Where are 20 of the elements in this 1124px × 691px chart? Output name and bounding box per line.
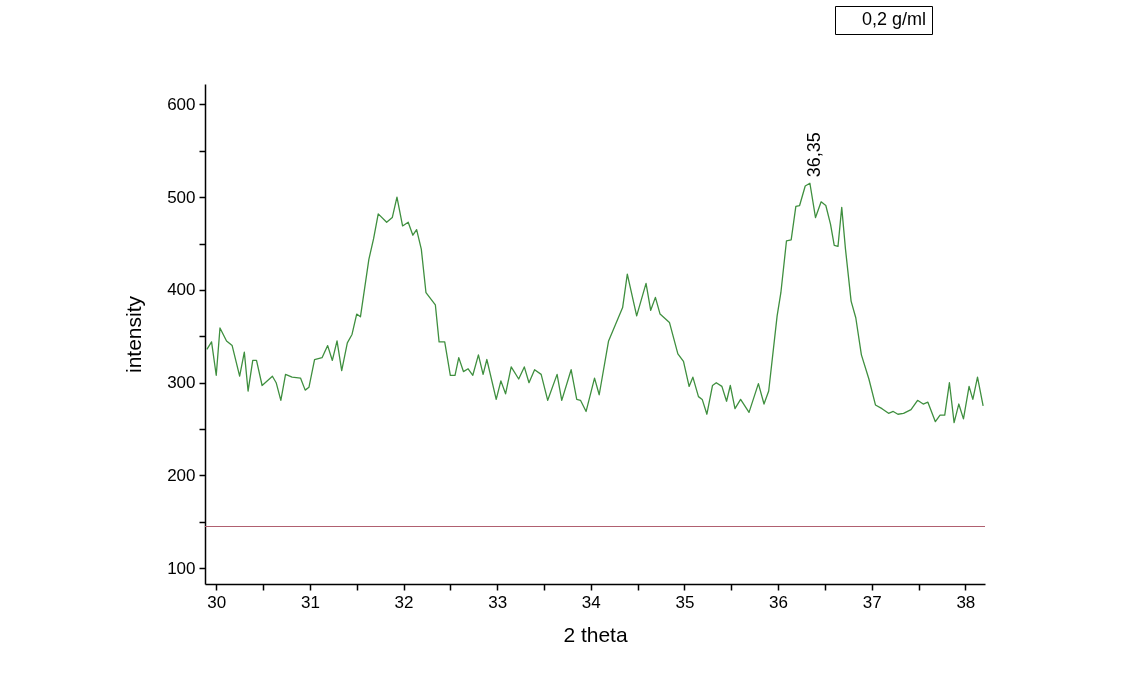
y-tick-label: 100 <box>167 558 196 578</box>
x-tick-label: 34 <box>581 592 601 612</box>
y-tick-label: 300 <box>167 373 196 393</box>
y-axis-title: intensity <box>122 295 146 374</box>
x-axis-title: 2 theta <box>563 622 628 646</box>
y-tick-label: 400 <box>167 280 196 300</box>
x-tick-label: 35 <box>675 592 695 612</box>
x-tick-label: 37 <box>862 592 882 612</box>
x-tick-label: 32 <box>394 592 414 612</box>
text: 0,2 g/ml <box>862 9 927 29</box>
x-tick-label: 36 <box>769 592 789 612</box>
x-tick-label: 38 <box>956 592 976 612</box>
x-tick-label: 31 <box>300 592 320 612</box>
annotation: 36,35 <box>803 132 824 178</box>
y-tick-label: 600 <box>167 94 196 114</box>
line-series <box>206 182 984 424</box>
y-tick-label: 200 <box>167 465 196 485</box>
x-tick-label: 30 <box>207 592 227 612</box>
y-tick-label: 500 <box>167 187 196 207</box>
x-tick-label: 33 <box>488 592 508 612</box>
